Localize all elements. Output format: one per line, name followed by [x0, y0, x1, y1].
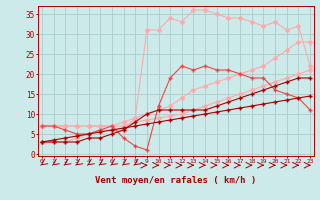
X-axis label: Vent moyen/en rafales ( km/h ): Vent moyen/en rafales ( km/h )	[95, 176, 257, 185]
